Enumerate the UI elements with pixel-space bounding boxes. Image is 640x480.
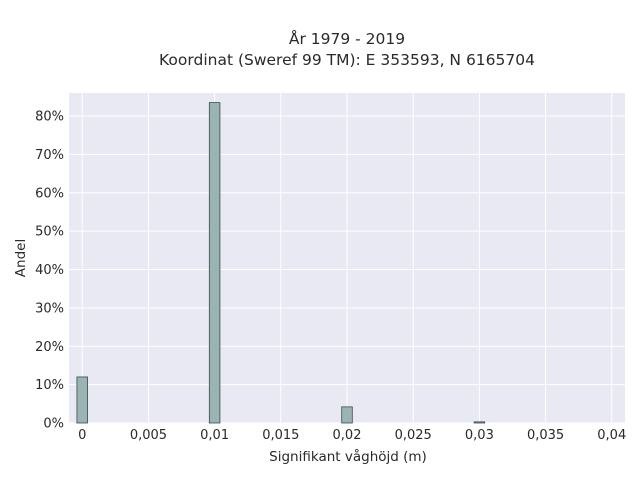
x-tick-label: 0,005 bbox=[130, 428, 167, 443]
chart-subtitle: Koordinat (Sweref 99 TM): E 353593, N 61… bbox=[159, 51, 535, 69]
histogram-bar bbox=[76, 376, 88, 424]
x-tick-label: 0,03 bbox=[465, 428, 494, 443]
y-tick-label: 20% bbox=[35, 340, 64, 355]
histogram-bar bbox=[341, 406, 353, 424]
y-tick-label: 10% bbox=[35, 378, 64, 393]
x-tick-label: 0,01 bbox=[200, 428, 229, 443]
grid-lines bbox=[69, 93, 625, 424]
x-axis-ticks: 0 0,005 0,01 0,015 0,02 0,025 0,03 0,035 0,04 bbox=[78, 428, 626, 443]
chart-title: År 1979 - 2019 bbox=[288, 30, 406, 48]
y-tick-label: 0% bbox=[43, 417, 64, 432]
x-tick-label: 0,035 bbox=[527, 428, 564, 443]
x-tick-label: 0,025 bbox=[395, 428, 432, 443]
y-axis-label: Andel bbox=[13, 239, 29, 277]
bars bbox=[76, 102, 486, 424]
y-axis-ticks: 0% 10% 20% 30% 40% 50% 60% 70% 80% bbox=[35, 110, 64, 432]
x-tick-label: 0,04 bbox=[597, 428, 626, 443]
histogram-bar bbox=[208, 102, 221, 424]
x-tick-label: 0,015 bbox=[262, 428, 299, 443]
x-tick-label: 0,02 bbox=[333, 428, 362, 443]
y-tick-label: 80% bbox=[35, 110, 64, 125]
y-tick-label: 40% bbox=[35, 263, 64, 278]
y-tick-label: 50% bbox=[35, 225, 64, 240]
histogram-bar bbox=[473, 421, 486, 424]
y-tick-label: 30% bbox=[35, 301, 64, 316]
y-tick-label: 60% bbox=[35, 186, 64, 201]
x-axis-label: Signifikant våghöjd (m) bbox=[269, 448, 427, 465]
y-tick-label: 70% bbox=[35, 148, 64, 163]
x-tick-label: 0 bbox=[78, 428, 86, 443]
